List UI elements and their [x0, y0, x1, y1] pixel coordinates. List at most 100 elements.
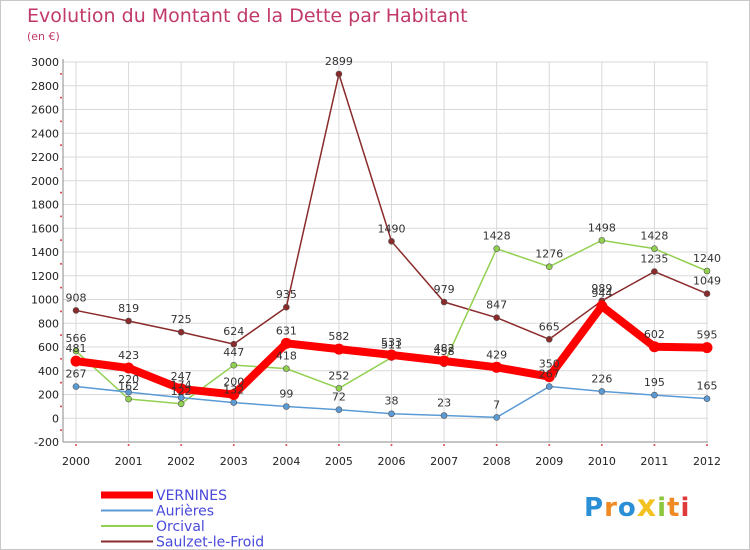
data-label: 1049 [693, 275, 721, 288]
data-label: 631 [276, 324, 297, 337]
data-point [283, 303, 290, 311]
data-point [283, 403, 290, 410]
data-point [543, 371, 555, 383]
y-tick-label: 3000 [31, 56, 59, 69]
legend-label: Orcival [156, 519, 205, 535]
data-label: 1428 [483, 230, 511, 243]
data-label: 226 [591, 372, 612, 385]
minor-tick [60, 144, 62, 147]
data-label: 7 [493, 398, 500, 411]
data-label: 533 [381, 336, 402, 349]
y-tick-label: 1400 [31, 246, 59, 259]
data-label: 195 [644, 376, 665, 389]
data-label: 665 [539, 320, 560, 333]
logo-letter: r [604, 493, 618, 523]
data-label: 99 [279, 387, 293, 400]
y-tick-label: 2000 [31, 175, 59, 188]
data-point [230, 361, 238, 369]
data-label: 847 [486, 299, 507, 312]
x-tick-label: 2000 [62, 455, 90, 468]
data-label: 944 [591, 287, 612, 300]
data-point [703, 395, 711, 402]
data-point [545, 383, 553, 390]
data-label: 447 [223, 346, 244, 359]
y-tick-label: 200 [38, 389, 59, 402]
data-point [386, 349, 397, 361]
data-label: 511 [381, 339, 402, 352]
data-point [648, 341, 660, 353]
data-point [175, 383, 187, 395]
data-label: 1240 [693, 252, 721, 265]
x-tick-mark [653, 444, 656, 446]
data-label: 429 [486, 348, 507, 361]
data-point [703, 290, 711, 297]
data-label: 458 [434, 345, 455, 358]
data-point [70, 355, 82, 367]
data-label: 267 [66, 368, 87, 381]
data-point [123, 362, 135, 374]
data-point [280, 337, 292, 349]
x-tick-label: 2010 [588, 455, 616, 468]
x-tick-label: 2003 [220, 455, 248, 468]
minor-tick [60, 72, 62, 75]
data-label: 935 [276, 288, 297, 301]
x-tick-mark [548, 444, 551, 446]
data-point [701, 342, 713, 354]
data-point [545, 263, 553, 271]
x-tick-label: 2011 [640, 455, 668, 468]
logo-letter: i [680, 493, 691, 523]
data-point [598, 388, 606, 395]
logo-letter: i [657, 493, 668, 523]
logo-letter: t [667, 493, 681, 523]
minor-tick [60, 357, 62, 360]
y-tick-label: 600 [38, 341, 59, 354]
data-label: 989 [591, 282, 612, 295]
data-point [125, 388, 132, 396]
data-label: 132 [223, 384, 244, 397]
legend-label: VERNINES [156, 488, 227, 504]
x-tick-mark [390, 444, 393, 446]
data-point [491, 361, 503, 373]
proxiti-logo: Proxiti [584, 489, 690, 524]
y-tick-label: 800 [38, 317, 59, 330]
x-tick-label: 2004 [272, 455, 300, 468]
data-point [333, 343, 345, 355]
data-label: 267 [539, 368, 560, 381]
data-point [598, 237, 606, 244]
y-tick-label: 1200 [31, 270, 59, 283]
x-tick-label: 2001 [115, 455, 143, 468]
x-tick-mark [180, 444, 183, 446]
data-label: 162 [118, 380, 139, 393]
data-label: 247 [171, 370, 192, 383]
minor-tick [60, 120, 62, 123]
minor-tick [60, 167, 62, 170]
data-point [125, 395, 132, 403]
data-label: 423 [118, 349, 139, 362]
minor-tick [60, 96, 62, 99]
legend-label: Aurières [156, 504, 214, 520]
data-point [72, 307, 80, 314]
logo-letter: P [584, 493, 605, 523]
data-label: 481 [66, 342, 87, 355]
x-tick-label: 2009 [535, 455, 563, 468]
y-tick-label: 2200 [31, 151, 59, 164]
data-label: 220 [118, 373, 139, 386]
x-tick-mark [600, 444, 603, 446]
data-point [651, 245, 658, 252]
data-point [228, 389, 240, 400]
data-label: 200 [223, 376, 244, 389]
x-tick-mark [285, 444, 288, 446]
series-group [70, 70, 713, 421]
y-tick-label: 1800 [31, 199, 59, 212]
x-tick-label: 2012 [693, 455, 721, 468]
logo-letter: o [617, 493, 637, 523]
minor-tick [60, 381, 62, 384]
data-label: 482 [434, 342, 455, 355]
data-point [177, 400, 185, 408]
y-tick-label: 2800 [31, 80, 59, 93]
data-point [493, 245, 500, 252]
y-tick-label: 2400 [31, 127, 59, 140]
x-tick-label: 2002 [167, 455, 195, 468]
data-label: 1498 [588, 221, 616, 234]
